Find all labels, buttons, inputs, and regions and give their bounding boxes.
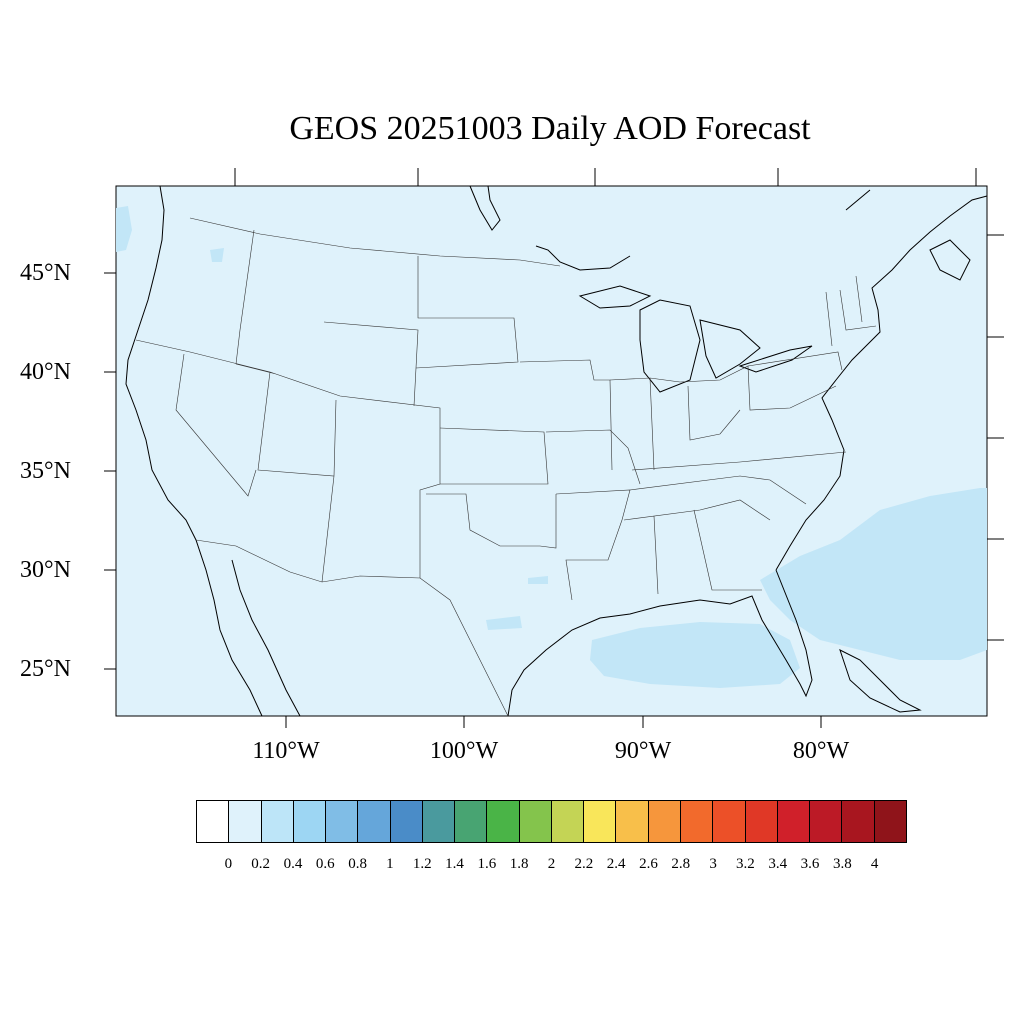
colorbar-box xyxy=(390,801,423,842)
lon-label-90w: 90°W xyxy=(614,738,672,764)
enhanced-aod-regions xyxy=(116,206,987,688)
colorbar-box xyxy=(842,801,875,842)
colorbar-box xyxy=(261,801,294,842)
colorbar-box xyxy=(422,801,456,842)
colorbar-box xyxy=(713,801,746,842)
colorbar-box xyxy=(293,801,327,842)
colorbar-box xyxy=(648,801,681,842)
great-lakes xyxy=(578,285,813,393)
colorbar-tick-label: 0 xyxy=(224,856,233,872)
colorbar-tick-label: 3.6 xyxy=(800,856,820,872)
colorbar-box xyxy=(874,801,906,842)
lat-label-35: 35°N xyxy=(20,458,71,484)
pacific-patch xyxy=(116,206,132,252)
us-canada-border xyxy=(189,217,561,267)
colorbar-box xyxy=(616,801,649,842)
coastlines xyxy=(125,185,988,717)
state-lines-west xyxy=(135,229,441,583)
colorbar-box xyxy=(487,801,520,842)
colorbar-tick-label: 3 xyxy=(709,856,717,872)
atlantic-plume xyxy=(760,488,987,660)
lat-label-30: 30°N xyxy=(20,557,71,583)
colorbar-box xyxy=(777,801,811,842)
texas-coast-patch xyxy=(486,616,522,630)
colorbar-tick-label: 2.6 xyxy=(639,856,658,872)
colorbar-box xyxy=(584,801,617,842)
colorbar-box xyxy=(455,801,488,842)
colorbar-tick-label: 3.4 xyxy=(768,856,788,872)
state-lines-central xyxy=(415,256,641,601)
colorbar-tick-label: 1.4 xyxy=(445,856,464,872)
colorbar-tick-label: 0.2 xyxy=(251,856,270,872)
tick-marks xyxy=(104,168,1004,728)
atlantic-coast xyxy=(775,195,988,571)
colorbar-tick-label: 2.4 xyxy=(606,856,626,872)
colorbar-box xyxy=(810,801,843,842)
colorbar-tick-label: 2.2 xyxy=(574,856,594,872)
colorbar-box xyxy=(680,801,714,842)
lat-label-45: 45°N xyxy=(20,260,71,286)
colorbar-box xyxy=(229,801,262,842)
gulf-of-mexico-plume xyxy=(590,622,800,688)
political-borders xyxy=(135,217,877,717)
pacific-coast xyxy=(125,185,263,717)
lon-label-110w: 110°W xyxy=(252,738,320,764)
colorbar xyxy=(196,800,907,843)
colorbar-tick-label: 1.6 xyxy=(477,856,497,872)
us-mexico-border xyxy=(195,539,509,717)
colorbar-tick-label: 2 xyxy=(547,856,556,872)
state-lines-east xyxy=(609,275,877,595)
oklahoma-patch xyxy=(528,576,548,584)
colorbar-tick-label: 0.4 xyxy=(283,856,303,872)
baja-gulf-coast xyxy=(231,559,301,717)
canada-north xyxy=(469,185,971,281)
cuba xyxy=(839,649,922,713)
gulf-coast xyxy=(507,569,813,717)
colorbar-tick-label: 1.8 xyxy=(509,856,529,872)
colorbar-tick-label: 2.8 xyxy=(671,856,691,872)
colorbar-box xyxy=(358,801,391,842)
colorbar-tick-label: 3.2 xyxy=(736,856,755,872)
idaho-patch xyxy=(210,248,224,262)
colorbar-box xyxy=(551,801,585,842)
colorbar-tick-label: 3.8 xyxy=(832,856,852,872)
map-title: GEOS 20251003 Daily AOD Forecast xyxy=(289,110,811,147)
lat-label-25: 25°N xyxy=(20,656,71,682)
colorbar-tick-label: 1 xyxy=(386,856,394,872)
lon-label-100w: 100°W xyxy=(429,738,499,764)
colorbar-box xyxy=(745,801,778,842)
lon-label-80w: 80°W xyxy=(792,738,850,764)
colorbar-tick-label: 1.2 xyxy=(412,856,432,872)
colorbar-tick-label: 0.6 xyxy=(315,856,335,872)
colorbar-tick-label: 0.8 xyxy=(348,856,367,872)
colorbar-box xyxy=(326,801,359,842)
colorbar-tick-label: 4 xyxy=(870,856,879,872)
lat-label-40: 40°N xyxy=(20,359,71,385)
colorbar-box xyxy=(197,801,230,842)
colorbar-box xyxy=(519,801,552,842)
